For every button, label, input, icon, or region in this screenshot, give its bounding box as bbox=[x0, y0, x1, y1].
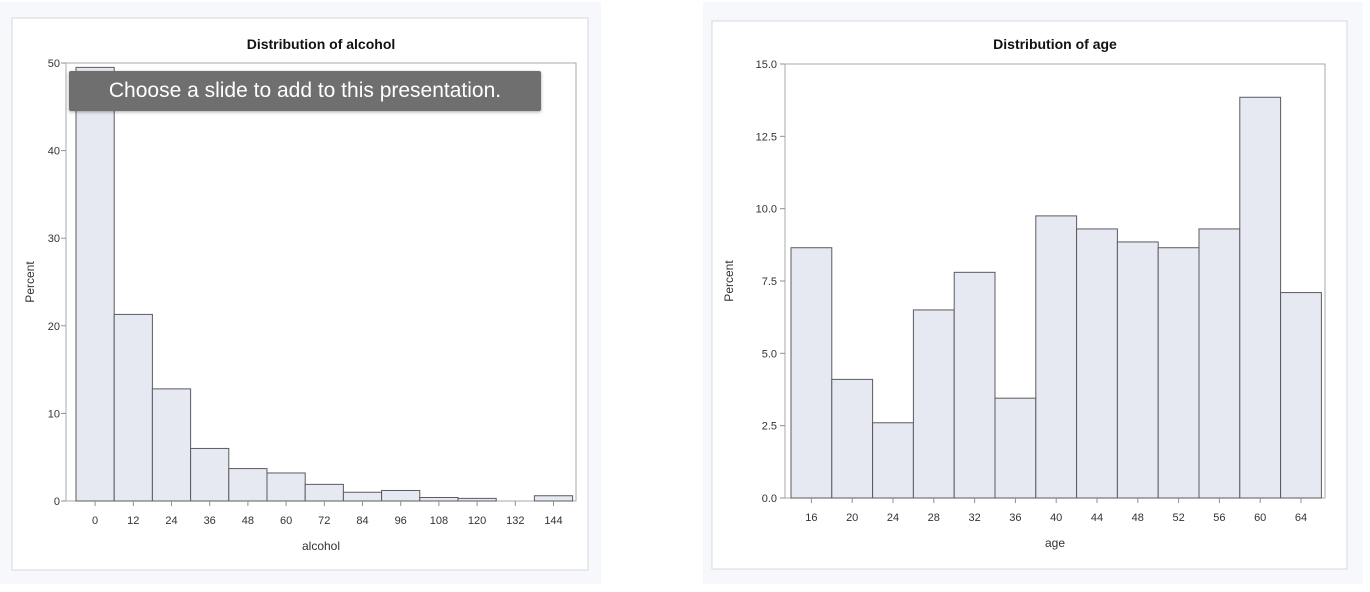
x-tick-label: 44 bbox=[1091, 512, 1103, 524]
x-axis-title: alcohol bbox=[302, 539, 340, 553]
x-tick-label: 40 bbox=[1050, 512, 1062, 524]
bar-36 bbox=[190, 447, 230, 502]
y-tick-label: 10 bbox=[48, 408, 60, 420]
chart-title: Distribution of alcohol bbox=[247, 36, 396, 52]
bar-44 bbox=[1076, 228, 1118, 499]
bar-40 bbox=[1035, 215, 1078, 499]
y-tick-label: 0 bbox=[54, 496, 60, 508]
x-tick-label: 120 bbox=[468, 515, 486, 527]
bar-12 bbox=[113, 313, 153, 502]
y-tick-label: 50 bbox=[48, 58, 60, 70]
x-tick-label: 36 bbox=[1009, 512, 1021, 524]
y-tick-label: 15.0 bbox=[756, 59, 777, 71]
bar-16 bbox=[790, 247, 833, 499]
bar-144 bbox=[533, 495, 574, 502]
x-tick-label: 84 bbox=[356, 515, 368, 527]
bar-52 bbox=[1157, 247, 1200, 499]
y-tick-label: 5.0 bbox=[762, 348, 777, 360]
x-axis-title: age bbox=[1045, 536, 1065, 550]
x-tick-label: 12 bbox=[127, 515, 139, 527]
bar-20 bbox=[831, 378, 874, 499]
y-tick-label: 0.0 bbox=[762, 493, 777, 505]
bar-64 bbox=[1280, 292, 1322, 499]
bar-108 bbox=[419, 496, 459, 502]
y-tick-label: 10.0 bbox=[756, 204, 777, 216]
y-tick-label: 30 bbox=[48, 233, 60, 245]
bar-0 bbox=[75, 66, 115, 502]
bar-84 bbox=[342, 491, 383, 502]
bar-48 bbox=[228, 468, 268, 502]
bar-28 bbox=[912, 309, 955, 499]
x-tick-label: 32 bbox=[968, 512, 980, 524]
chart-age-distribution: Distribution of age 16 20 24 28 32 36 40 44 48 52 5… bbox=[711, 20, 1348, 570]
slide-thumbnail-age[interactable]: Distribution of age 16 20 24 28 32 36 40 44 48 52 5… bbox=[703, 2, 1363, 584]
bar-120 bbox=[457, 497, 497, 502]
y-tick-label: 2.5 bbox=[762, 421, 777, 433]
x-tick-label: 0 bbox=[92, 515, 98, 527]
bar-96 bbox=[381, 489, 421, 502]
x-tick-label: 48 bbox=[242, 515, 254, 527]
x-tick-label: 108 bbox=[430, 515, 448, 527]
x-tick-label: 56 bbox=[1213, 512, 1225, 524]
x-tick-label: 52 bbox=[1172, 512, 1184, 524]
x-tick-label: 60 bbox=[280, 515, 292, 527]
x-tick-label: 132 bbox=[506, 515, 524, 527]
x-tick-label: 48 bbox=[1132, 512, 1144, 524]
x-tick-label: 24 bbox=[887, 512, 899, 524]
x-tick-label: 36 bbox=[204, 515, 216, 527]
x-tick-label: 60 bbox=[1254, 512, 1266, 524]
bar-48 bbox=[1116, 241, 1159, 499]
x-tick-label: 144 bbox=[544, 515, 562, 527]
x-tick-label: 64 bbox=[1295, 512, 1307, 524]
bar-24 bbox=[872, 422, 914, 499]
y-tick-label: 12.5 bbox=[756, 131, 777, 143]
bar-24 bbox=[151, 388, 192, 502]
x-tick-label: 20 bbox=[846, 512, 858, 524]
y-axis-title: Percent bbox=[23, 261, 37, 303]
y-axis-title: Percent bbox=[722, 260, 736, 302]
chart-title: Distribution of age bbox=[993, 36, 1117, 52]
y-tick-label: 40 bbox=[48, 146, 60, 158]
y-tick-label: 7.5 bbox=[762, 276, 777, 288]
bar-56 bbox=[1198, 228, 1241, 499]
bar-60 bbox=[1239, 96, 1282, 499]
bar-36 bbox=[994, 397, 1037, 499]
bar-60 bbox=[266, 472, 306, 502]
y-tick-label: 20 bbox=[48, 321, 60, 333]
bar-72 bbox=[304, 483, 344, 502]
x-tick-label: 24 bbox=[165, 515, 177, 527]
x-tick-label: 96 bbox=[395, 515, 407, 527]
slide-picker-tooltip: Choose a slide to add to this presentati… bbox=[69, 71, 541, 111]
bar-32 bbox=[953, 271, 996, 499]
x-tick-label: 16 bbox=[805, 512, 817, 524]
x-tick-label: 28 bbox=[928, 512, 940, 524]
x-tick-label: 72 bbox=[318, 515, 330, 527]
